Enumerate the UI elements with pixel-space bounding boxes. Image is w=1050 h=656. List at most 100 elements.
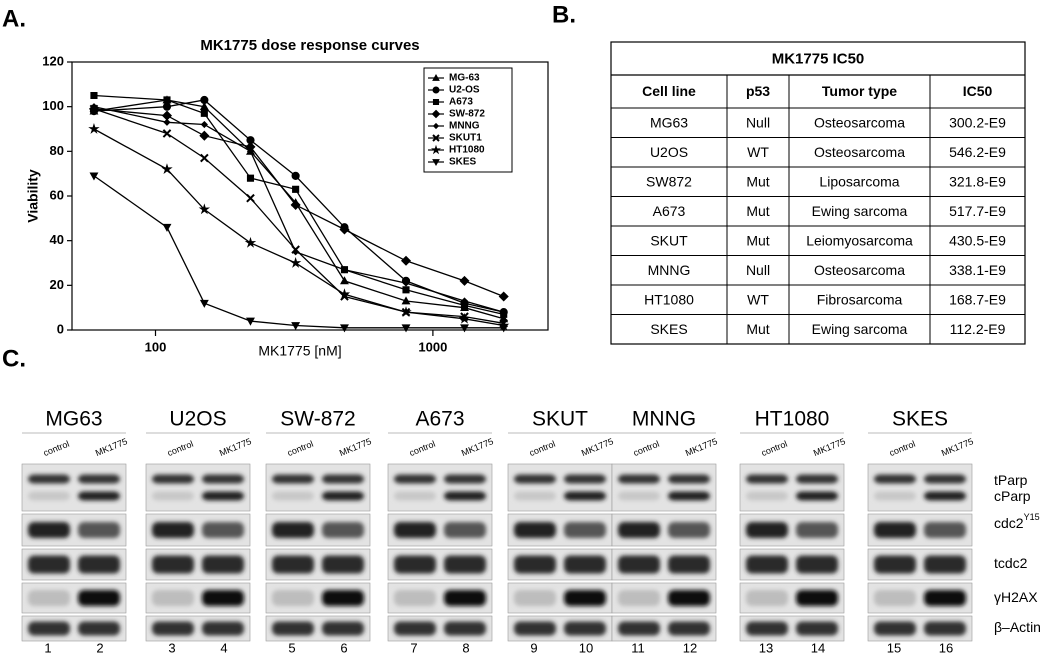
- marker: [200, 120, 208, 129]
- marker: [89, 172, 99, 181]
- blot-band: [618, 621, 660, 636]
- lane-number: 6: [340, 640, 347, 655]
- blot-band: [796, 474, 838, 484]
- x-axis-label: MK1775 [nM]: [258, 343, 341, 359]
- table-cell: U2OS: [650, 144, 688, 160]
- row-label: cdc2Y15: [994, 512, 1040, 530]
- blot-band: [746, 522, 788, 538]
- lane-number: 2: [96, 640, 103, 655]
- lane-label: control: [286, 439, 315, 458]
- blot-band: [152, 522, 194, 538]
- blot-band: [746, 474, 788, 484]
- marker: [498, 291, 509, 302]
- blot-band: [796, 522, 838, 538]
- blot-band: [874, 590, 916, 606]
- x-tick-label: 100: [145, 339, 167, 354]
- blot-band: [152, 474, 194, 484]
- blot-band: [78, 555, 120, 574]
- table-cell: SKUT: [650, 232, 688, 248]
- lane-number: 9: [530, 640, 537, 655]
- x-tick-label: 1000: [418, 339, 447, 354]
- y-tick-label: 100: [42, 98, 64, 113]
- blot-band: [564, 555, 606, 574]
- blot-band: [746, 491, 788, 501]
- marker: [246, 147, 255, 155]
- blot-band: [514, 522, 556, 538]
- blot-band: [28, 590, 70, 606]
- lane-label: control: [166, 439, 195, 458]
- blot-band: [746, 621, 788, 636]
- blot-band: [202, 474, 244, 484]
- blot-band: [796, 555, 838, 574]
- blot-band: [28, 491, 70, 501]
- table-cell: Osteosarcoma: [814, 262, 905, 278]
- table-cell: Null: [746, 114, 770, 130]
- blot-band: [322, 491, 364, 501]
- blot-band: [202, 522, 244, 538]
- lane-label: MK1775: [812, 436, 847, 458]
- marker: [401, 296, 411, 305]
- lane-label: MK1775: [460, 436, 495, 458]
- marker: [90, 91, 98, 100]
- blot-band: [78, 621, 120, 636]
- lane-number: 4: [220, 640, 227, 655]
- blot-band: [874, 522, 916, 538]
- lane-label: control: [888, 439, 917, 458]
- blot-band: [564, 522, 606, 538]
- legend-marker: [432, 86, 440, 94]
- table-cell: MNNG: [648, 262, 691, 278]
- panel-name: MG63: [45, 408, 102, 431]
- blot-band: [668, 491, 710, 501]
- marker: [500, 308, 508, 316]
- panel-label: C.: [2, 345, 26, 372]
- legend-marker: [431, 109, 441, 119]
- lane-label: MK1775: [684, 436, 719, 458]
- blot-band: [78, 474, 120, 484]
- lane-number: 7: [410, 640, 417, 655]
- blot-band: [874, 621, 916, 636]
- table-header: Cell line: [642, 83, 696, 99]
- blot-band: [394, 555, 436, 574]
- blot-band: [202, 555, 244, 574]
- blot-box: [739, 463, 845, 512]
- blot-band: [28, 522, 70, 538]
- blot-band: [924, 555, 966, 574]
- marker: [246, 193, 255, 203]
- row-label-main: cdc2: [994, 515, 1024, 531]
- blot-band: [924, 474, 966, 484]
- marker: [292, 185, 300, 193]
- blot-band: [322, 621, 364, 636]
- blot-band: [322, 522, 364, 538]
- marker: [161, 163, 173, 175]
- legend-marker: [432, 73, 440, 81]
- row-label-main: cParp: [994, 488, 1031, 504]
- row-label: γH2AX: [994, 589, 1038, 605]
- legend-marker: [432, 122, 440, 130]
- table-cell: WT: [747, 291, 769, 307]
- marker: [338, 288, 351, 300]
- blot-band: [924, 621, 966, 636]
- lane-number: 12: [683, 640, 697, 655]
- table-header: p53: [746, 83, 770, 99]
- table-cell: 321.8-E9: [949, 173, 1006, 189]
- blot-band: [564, 621, 606, 636]
- lane-number: 5: [288, 640, 295, 655]
- marker: [460, 297, 469, 305]
- lane-label: control: [408, 439, 437, 458]
- table-title: MK1775 IC50: [772, 50, 865, 67]
- legend-label: MNNG: [449, 121, 480, 132]
- blot-band: [564, 491, 606, 501]
- lane-number: 8: [462, 640, 469, 655]
- blot-band: [618, 491, 660, 501]
- marker: [163, 96, 171, 104]
- blot-band: [78, 491, 120, 501]
- blot-band: [514, 474, 556, 484]
- marker: [199, 102, 209, 111]
- lane-label: MK1775: [338, 436, 373, 458]
- marker: [340, 266, 349, 274]
- lane-number: 3: [168, 640, 175, 655]
- table-cell: Ewing sarcoma: [812, 321, 908, 337]
- blot-band: [746, 555, 788, 574]
- panel-label: A.: [2, 5, 26, 32]
- blot-band: [28, 621, 70, 636]
